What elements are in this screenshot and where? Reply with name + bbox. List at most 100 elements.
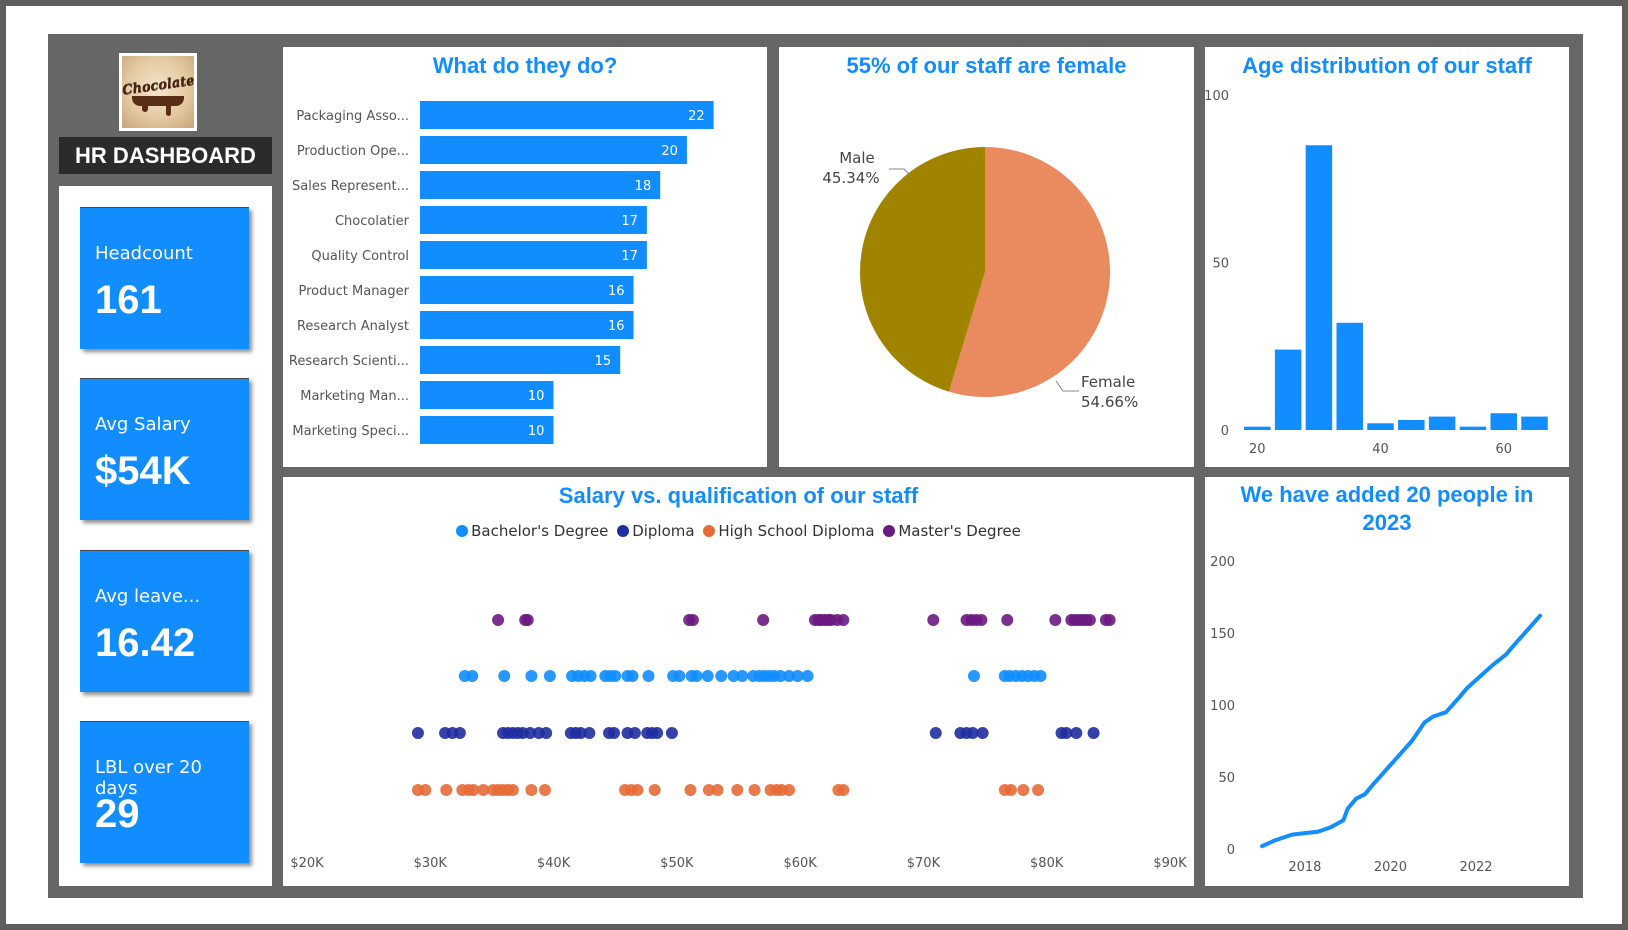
kpi-card-avg-salary[interactable]: Avg Salary $54K	[80, 378, 249, 520]
growth-y-tick: 200	[1210, 555, 1235, 570]
salary-point	[1049, 614, 1062, 626]
growth-y-tick: 0	[1227, 843, 1235, 858]
pie-slice-female	[948, 147, 1110, 397]
salary-panel[interactable]: Salary vs. qualification of our staff $2…	[283, 477, 1194, 886]
salary-point	[411, 727, 424, 739]
salary-point	[783, 670, 796, 682]
legend-item-bachelor[interactable]: Bachelor's Degree	[456, 522, 608, 540]
salary-point	[440, 784, 453, 796]
salary-point	[1060, 727, 1073, 739]
salary-point	[975, 614, 988, 626]
salary-point	[498, 670, 511, 682]
dashboard-title: HR DASHBOARD	[59, 137, 272, 174]
salary-point	[736, 670, 749, 682]
roles-bar	[420, 206, 647, 234]
salary-point	[702, 784, 715, 796]
salary-point	[684, 784, 697, 796]
age-bar	[1428, 416, 1456, 430]
growth-x-tick: 2018	[1288, 860, 1321, 875]
age-bar	[1274, 349, 1302, 430]
age-x-tick: 40	[1372, 442, 1389, 457]
kpi-value: 16.42	[95, 621, 196, 665]
age-bar	[1459, 426, 1487, 430]
company-logo: Chocolate	[119, 53, 197, 131]
kpi-label: Headcount	[95, 243, 193, 264]
age-y-tick: 50	[1212, 257, 1229, 272]
salary-point	[607, 727, 620, 739]
growth-y-tick: 150	[1210, 627, 1235, 642]
growth-panel[interactable]: We have added 20 people in 2023 0 50 100 15…	[1205, 477, 1569, 886]
growth-line	[1260, 613, 1543, 849]
salary-point	[1070, 727, 1083, 739]
salary-point	[525, 784, 538, 796]
roles-bar	[420, 311, 634, 339]
roles-category-label: Packaging Asso...	[296, 109, 409, 124]
roles-category-label: Product Manager	[299, 284, 410, 299]
salary-point	[1001, 614, 1014, 626]
salary-point	[609, 670, 622, 682]
age-bar	[1521, 416, 1548, 430]
roles-panel[interactable]: What do they do? Packaging Asso... 22 Prod…	[283, 47, 767, 467]
salary-point	[1017, 784, 1030, 796]
salary-point	[543, 670, 556, 682]
salary-point	[774, 670, 787, 682]
roles-data-label: 10	[528, 389, 545, 404]
age-bar	[1336, 322, 1363, 430]
salary-legend: Bachelor's Degree Diploma High School Di…	[283, 522, 1194, 540]
salary-point	[477, 784, 490, 796]
roles-bar	[420, 416, 554, 444]
salary-point	[492, 614, 505, 626]
roles-data-label: 10	[528, 424, 545, 439]
gender-panel[interactable]: 55% of our staff are female Female 54.66%…	[779, 47, 1194, 467]
salary-point	[584, 670, 597, 682]
logo-text: Chocolate	[122, 72, 194, 98]
salary-x-tick: $30K	[414, 856, 448, 871]
salary-point	[927, 614, 940, 626]
growth-x-tick: 2020	[1374, 860, 1407, 875]
salary-point	[1032, 784, 1045, 796]
age-panel[interactable]: Age distribution of our staff 0 50 100 20 40…	[1205, 47, 1569, 467]
salary-point	[976, 727, 989, 739]
roles-bar	[420, 101, 714, 129]
kpi-label: Avg Salary	[95, 414, 191, 435]
salary-title: Salary vs. qualification of our staff	[558, 483, 919, 508]
roles-data-label: 17	[621, 249, 638, 264]
salary-point	[1034, 670, 1047, 682]
roles-bar	[420, 276, 634, 304]
roles-bar	[420, 136, 687, 164]
salary-point	[651, 727, 664, 739]
salary-point	[783, 784, 796, 796]
salary-x-tick: $60K	[783, 856, 817, 871]
salary-x-tick: $80K	[1030, 856, 1064, 871]
salary-point	[642, 670, 655, 682]
salary-point	[837, 614, 850, 626]
age-bar	[1244, 426, 1271, 430]
salary-x-tick: $40K	[537, 856, 571, 871]
roles-data-label: 15	[595, 354, 612, 369]
kpi-label: LBL over 20 days	[95, 757, 202, 799]
growth-chart: 0 50 100 150 200 2018 2020 2022	[1210, 555, 1543, 875]
salary-point	[731, 784, 744, 796]
roles-category-label: Sales Represent...	[292, 179, 409, 194]
kpi-card-avg-leave[interactable]: Avg leave... 16.42	[80, 550, 249, 692]
pie-slice-male	[860, 147, 985, 392]
salary-point	[1087, 727, 1100, 739]
legend-item-high-school[interactable]: High School Diploma	[703, 522, 875, 540]
age-bar	[1305, 145, 1333, 430]
roles-data-label: 16	[608, 284, 625, 299]
salary-point	[711, 784, 724, 796]
salary-point	[701, 670, 714, 682]
age-x-tick: 60	[1495, 442, 1512, 457]
roles-bar	[420, 241, 647, 269]
legend-item-diploma[interactable]: Diploma	[617, 522, 695, 540]
roles-chart: Packaging Asso... 22 Production Ope... 20 Sa…	[289, 101, 714, 444]
pie-label-male: Male	[839, 149, 875, 167]
legend-item-master[interactable]: Master's Degree	[883, 522, 1021, 540]
salary-point	[690, 670, 703, 682]
roles-bar	[420, 381, 554, 409]
salary-point	[467, 784, 480, 796]
roles-category-label: Marketing Speci...	[292, 424, 409, 439]
kpi-card-lbl[interactable]: LBL over 20 days 29	[80, 721, 249, 863]
salary-point	[715, 670, 728, 682]
kpi-card-headcount[interactable]: Headcount 161	[80, 207, 249, 349]
